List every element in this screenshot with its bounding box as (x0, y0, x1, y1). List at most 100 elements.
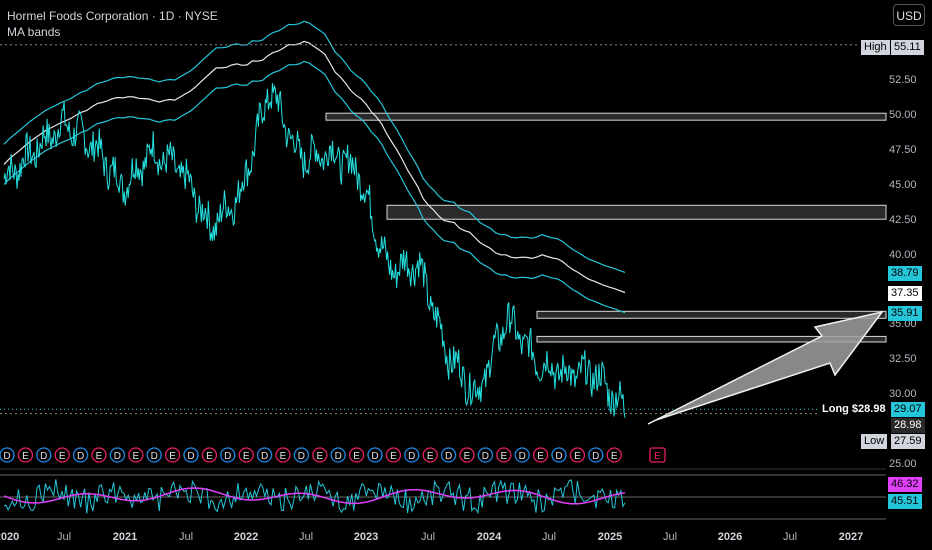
price-tick-label: 45.00 (889, 178, 917, 191)
dividend-marker (293, 447, 310, 463)
dividend-marker (72, 447, 89, 463)
event-letter: E (243, 451, 250, 462)
resistance-zone (325, 112, 887, 121)
resistance-zone (386, 204, 887, 220)
price-tick-label: 35.00 (889, 318, 917, 331)
dividend-marker (183, 447, 199, 463)
time-tick-label: 2027 (838, 531, 864, 543)
event-letter: D (408, 451, 415, 462)
dividend-marker (551, 447, 567, 463)
event-letter: E (464, 451, 471, 462)
event-letter: D (151, 451, 158, 462)
earnings-marker (128, 447, 144, 463)
dividend-marker (514, 447, 530, 463)
event-letter: E (132, 451, 139, 462)
event-letter: D (482, 451, 489, 462)
event-letter: D (519, 451, 526, 462)
event-letter: D (224, 451, 231, 462)
dividend-marker (440, 447, 457, 463)
price-tick-label: 47.50 (889, 143, 917, 156)
time-tick-label: Jul (662, 531, 678, 543)
earnings-marker (459, 447, 475, 463)
dividend-marker (256, 447, 273, 463)
middle-band-badge: 37.35 (888, 286, 922, 301)
earnings-marker (54, 447, 70, 463)
event-letter: D (77, 451, 84, 462)
event-letter: D (114, 451, 121, 462)
time-tick-label: 2020 (0, 531, 20, 543)
chart-title: Hormel Foods Corporation · 1D · NYSE (7, 9, 218, 23)
event-letter: D (298, 451, 305, 462)
position-price-badge: 28.98 (891, 418, 925, 433)
earnings-marker (496, 447, 512, 463)
future-earnings-marker (649, 447, 666, 463)
time-tick-label: Jul (178, 531, 194, 543)
event-letter: E (390, 451, 397, 462)
future-earnings-letter: E (654, 451, 661, 462)
event-letter: D (261, 451, 268, 462)
dividend-marker (109, 447, 126, 463)
event-letter: D (555, 451, 562, 462)
time-tick-label: 2023 (353, 531, 379, 543)
low-value-badge: 27.59 (891, 434, 925, 449)
dividend-marker (0, 447, 15, 463)
price-tick-label: 40.00 (889, 248, 917, 261)
time-tick-label: Jul (782, 531, 798, 543)
high-value-badge: 55.11 (891, 40, 924, 55)
earnings-marker (17, 447, 34, 463)
time-tick-label: 2024 (476, 531, 502, 543)
time-tick-label: 2021 (112, 531, 138, 543)
time-tick-label: Jul (56, 531, 72, 543)
price-series-line (3, 83, 626, 418)
time-tick-label: Jul (541, 531, 557, 543)
projection-arrow (647, 310, 884, 425)
price-tick-label: 50.00 (889, 109, 917, 121)
rsi-value-badge: 46.32 (888, 477, 922, 492)
event-letter: E (96, 451, 103, 462)
earnings-marker (164, 447, 181, 463)
resistance-zones (325, 112, 887, 343)
price-tick-label: 52.50 (889, 74, 917, 87)
long-position-label[interactable]: Long $28.98 (819, 402, 889, 417)
event-letter: E (353, 451, 360, 462)
earnings-marker (238, 447, 254, 463)
high-label: High (861, 40, 890, 55)
rsi-ma-badge: 45.51 (888, 494, 922, 509)
resistance-zone (536, 310, 887, 319)
event-letter: D (592, 451, 599, 462)
event-letter: E (22, 451, 29, 462)
time-tick-label: 2022 (233, 531, 259, 543)
event-letter: E (427, 451, 434, 462)
dividend-marker (220, 447, 236, 463)
earnings-marker (348, 447, 365, 463)
event-letter: E (206, 451, 213, 462)
earnings-marker (312, 447, 328, 463)
dividend-marker (588, 447, 604, 463)
lower-band-badge: 35.91 (888, 306, 922, 321)
ma-middle-band (3, 40, 626, 294)
indicator-name: MA bands (7, 25, 61, 39)
resistance-zone (536, 335, 887, 343)
ma-upper-band (3, 20, 626, 273)
time-tick-label: 2025 (597, 531, 623, 543)
event-letter: E (316, 451, 323, 462)
price-tick-label: 30.00 (889, 388, 917, 400)
earnings-marker (532, 447, 549, 463)
earnings-marker (201, 447, 218, 463)
event-letter: E (500, 451, 507, 462)
upper-band-badge: 38.79 (888, 266, 922, 281)
price-tick-label: 32.50 (889, 353, 917, 366)
ma-lower-band (3, 60, 626, 314)
rsi-line (3, 479, 626, 515)
dividend-marker (477, 447, 494, 463)
earnings-marker (385, 447, 402, 463)
currency-button[interactable]: USD (893, 4, 925, 26)
time-tick-label: 2026 (717, 531, 743, 543)
event-letter: E (169, 451, 176, 462)
dividend-marker (367, 447, 383, 463)
event-letter: D (3, 451, 10, 462)
event-letter: E (280, 451, 287, 462)
earnings-marker (422, 447, 438, 463)
